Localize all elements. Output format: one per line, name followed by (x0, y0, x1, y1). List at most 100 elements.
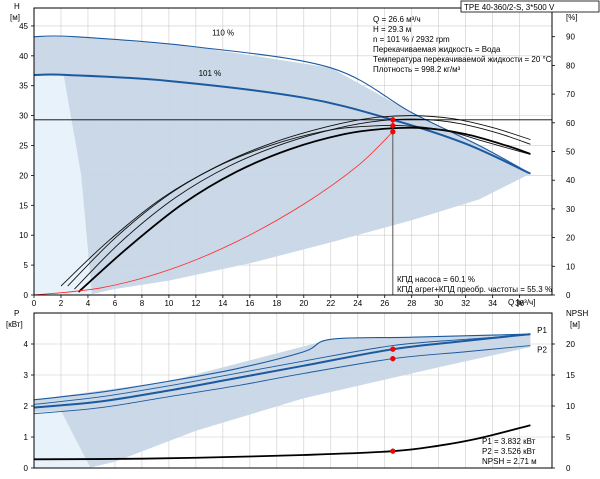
y-tick-label: 30 (19, 112, 28, 121)
curve-eta-2 (74, 118, 531, 290)
x-tick-label: 28 (407, 299, 416, 308)
info-pump-efficiency: КПД насоса = 60.1 % (397, 275, 475, 284)
y2-tick-label: 10 (566, 262, 575, 271)
y-tick-label: 25 (19, 142, 28, 151)
y-axis-unit-h: [м] (10, 13, 20, 22)
bottom-ticks: 0 1 2 3 4 0 5 10 15 20 (24, 340, 576, 473)
info-liquid: Перекачиваемая жидкость = Вода (373, 45, 501, 54)
x-tick-label: 34 (488, 299, 497, 308)
x-tick-label: 2 (59, 299, 64, 308)
curve-npsh (33, 424, 531, 461)
info-unit-efficiency: КПД агрег+КПД преобр. частоты = 55.3 % (397, 285, 552, 294)
curve-110- (33, 35, 531, 175)
speed-labels: 110 % 101 % (199, 29, 235, 79)
y2-tick-label: 15 (566, 371, 575, 380)
curve-eta-3 (77, 126, 531, 293)
x-tick-label: 4 (86, 299, 91, 308)
info-p1: P1 = 3.832 кВт (482, 437, 536, 446)
operating-range-area (34, 334, 531, 468)
y-tick-label: 5 (24, 261, 29, 270)
curve-p-upper (33, 334, 531, 405)
x-tick-label: 26 (380, 299, 389, 308)
y2-tick-label: 0 (566, 464, 571, 473)
y2-tick-label: 80 (566, 61, 575, 70)
x-tick-label: 32 (461, 299, 470, 308)
y2-tick-label: 50 (566, 148, 575, 157)
head-efficiency-panel: 0510152025303540450102030405060708090100… (10, 0, 600, 308)
duty-point (390, 448, 396, 454)
x-tick-label: 18 (272, 299, 281, 308)
speed-label: 101 % (199, 69, 222, 78)
y2-tick-label: 0 (566, 291, 571, 300)
y-tick-label: 2 (24, 402, 29, 411)
y2-tick-label: 20 (566, 340, 575, 349)
y-tick-label: 45 (19, 22, 28, 31)
curve-eta-4 (60, 124, 531, 287)
x-tick-label: 10 (164, 299, 173, 308)
y2-axis-unit-npsh: [м] (570, 320, 580, 329)
pump-title-box (460, 0, 600, 13)
y-tick-label: 40 (19, 52, 28, 61)
y-tick-label: 0 (24, 464, 29, 473)
curve-p2 (33, 345, 531, 415)
x-tick-label: 12 (191, 299, 200, 308)
speed-label: 110 % (212, 29, 234, 38)
pump-title: TPE 40-360/2-S, 3*500 V (464, 3, 555, 12)
operating-range-area (34, 36, 531, 295)
x-tick-label: 8 (140, 299, 145, 308)
info-flow: Q = 26.6 м³/ч (373, 15, 421, 24)
y-axis-label-p: P (14, 309, 19, 318)
y2-tick-label: 5 (566, 433, 571, 442)
info-speed: n = 101 % / 2932 rpm (373, 35, 450, 44)
bottom-fills (34, 334, 531, 468)
curve-p1-duty (33, 333, 531, 409)
power-series-labels: P1 P2 (537, 326, 547, 355)
x-tick-label: 14 (218, 299, 227, 308)
duty-point (390, 129, 396, 135)
y2-axis-unit-eta: [%] (566, 13, 578, 22)
low-flow-area (34, 410, 91, 468)
duty-point (390, 123, 396, 129)
x-tick-label: 30 (434, 299, 443, 308)
y-tick-label: 0 (24, 291, 29, 300)
x-tick-label: 6 (113, 299, 118, 308)
top-marks (34, 117, 552, 295)
duty-point (390, 346, 396, 352)
x-tick-label: 22 (326, 299, 335, 308)
info-density: Плотность = 998.2 кг/м³ (373, 65, 461, 74)
x-tick-label: 24 (353, 299, 362, 308)
y-tick-label: 20 (19, 171, 28, 180)
info-p2: P2 = 3.526 кВт (482, 447, 536, 456)
y2-tick-label: 10 (566, 402, 575, 411)
y-tick-label: 1 (24, 433, 29, 442)
x-axis-label-q: Q [м³/ч] (508, 298, 535, 307)
y2-tick-label: 30 (566, 205, 575, 214)
y-tick-label: 3 (24, 371, 29, 380)
y-tick-label: 10 (19, 231, 28, 240)
top-ticks: 0510152025303540450102030405060708090100… (19, 4, 580, 308)
info-npsh: NPSH = 2.71 м (482, 457, 537, 466)
curve-eta-1 (67, 115, 531, 287)
x-tick-label: 20 (299, 299, 308, 308)
series-label: P1 (537, 326, 547, 335)
top-fills (34, 36, 531, 295)
curve-101- (33, 73, 531, 175)
x-tick-label: 0 (32, 299, 37, 308)
power-npsh-panel: 0 1 2 3 4 0 5 10 15 20 P1 P2 P [кВт] NPSH [м] P1 =… (6, 309, 588, 473)
bottom-curves (33, 333, 531, 461)
info-head: H = 29.3 м (373, 25, 411, 34)
duty-point (390, 356, 396, 362)
y-tick-label: 4 (24, 340, 29, 349)
duty-point (390, 117, 396, 123)
x-tick-label: 16 (245, 299, 254, 308)
y2-tick-label: 90 (566, 33, 575, 42)
y2-tick-label: 60 (566, 119, 575, 128)
series-label: P2 (537, 346, 547, 355)
top-curves (33, 35, 531, 296)
info-temperature: Температура перекачиваемой жидкости = 20… (373, 55, 552, 64)
y2-tick-label: 70 (566, 90, 575, 99)
low-flow-area (34, 74, 93, 295)
y-axis-label-h: H (14, 2, 20, 11)
